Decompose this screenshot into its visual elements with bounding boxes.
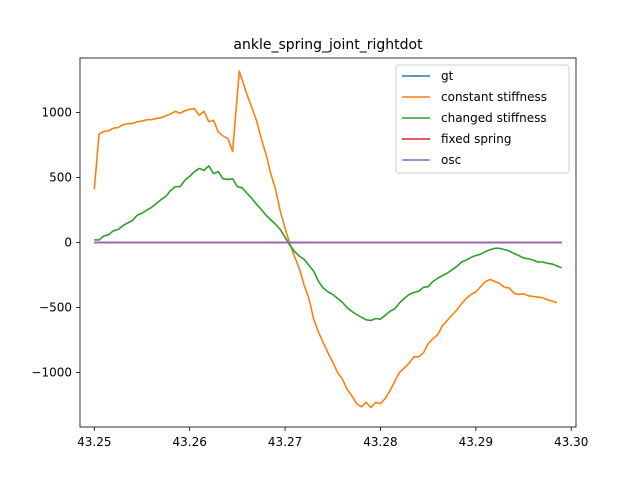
x-tick-label: 43.25 [77, 435, 111, 449]
series-line-constant-stiffness [93, 70, 558, 409]
y-tick-label: −1000 [31, 365, 72, 379]
legend: gt constant stiffness changed stiffness fix… [395, 64, 570, 174]
legend-label-constant-stiffness: constant stiffness [441, 90, 547, 104]
series-layer [93, 70, 562, 409]
y-tick-label: 1000 [41, 106, 72, 120]
x-tick-label: 43.27 [268, 435, 302, 449]
y-tick-label: 500 [49, 171, 72, 185]
x-tick-label: 43.30 [554, 435, 588, 449]
x-axis: 43.25 43.26 43.27 43.28 43.29 43.30 [77, 427, 588, 449]
series-line-changed-stiffness [94, 165, 562, 322]
legend-box [395, 64, 570, 174]
legend-label-gt: gt [441, 69, 454, 83]
legend-label-fixed-spring: fixed spring [441, 132, 511, 146]
y-tick-label: 0 [64, 236, 72, 250]
legend-label-changed-stiffness: changed stiffness [441, 111, 547, 125]
x-tick-label: 43.28 [363, 435, 397, 449]
y-tick-label: −500 [39, 300, 72, 314]
chart-title: ankle_spring_joint_rightdot [233, 37, 423, 53]
y-axis: −1000 −500 0 500 1000 [31, 106, 80, 379]
x-tick-label: 43.26 [173, 435, 207, 449]
legend-label-osc: osc [441, 153, 461, 167]
x-tick-label: 43.29 [459, 435, 493, 449]
